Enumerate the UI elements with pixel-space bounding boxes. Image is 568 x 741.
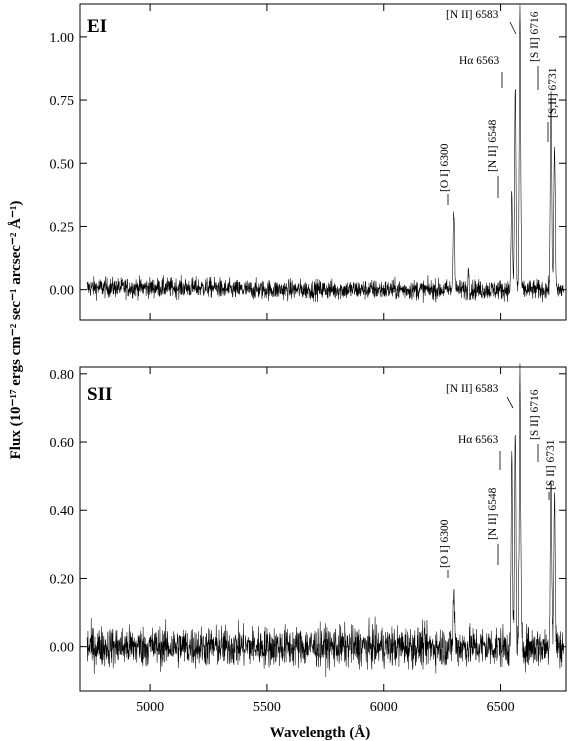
x-tick-label: 6000 xyxy=(370,700,398,715)
plot-frame xyxy=(79,3,567,321)
spectrum-series xyxy=(86,363,564,678)
y-tick-label: 0.00 xyxy=(50,284,75,299)
emission-line-label: [N II] 6583 xyxy=(446,9,499,21)
y-tick-label: 0.25 xyxy=(50,220,75,235)
y-tick-label: 0.20 xyxy=(50,572,75,587)
panel-title: SII xyxy=(87,384,112,405)
emission-line-label: [S II] 6731 xyxy=(545,439,557,490)
line-label-leader xyxy=(509,21,517,35)
x-tick-label: 6500 xyxy=(487,700,515,715)
y-tick-label: 0.80 xyxy=(50,368,75,383)
emission-line-label: [N II] 6548 xyxy=(487,487,499,540)
emission-line-label: [N II] 6583 xyxy=(446,383,499,395)
emission-line-label: [N II] 6548 xyxy=(487,119,499,172)
line-label-leader xyxy=(506,396,514,409)
emission-line-label: [S II] 6716 xyxy=(529,389,541,440)
x-axis-title: Wavelength (Å) xyxy=(270,725,370,741)
y-tick-label: 0.60 xyxy=(50,436,75,451)
x-tick-label: 5000 xyxy=(136,700,164,715)
emission-line-label: [S,II] 6731 xyxy=(547,67,559,118)
spectrum-series xyxy=(86,4,564,303)
y-tick-label: 0.75 xyxy=(50,94,75,109)
panel-ei: 0.00 0.25 0.50 0.75 1.00 EI [O I] 6300 [N II] 6… xyxy=(50,3,567,321)
y-axis-title: Flux (10⁻¹⁷ ergs cm⁻² sec⁻¹ arcsec⁻² Å⁻¹… xyxy=(8,201,24,460)
panel-sii: 0.00 0.20 0.40 0.60 0.80 5000 5500 6000 6500 SII [… xyxy=(50,363,567,715)
y-tick-label: 1.00 xyxy=(50,31,75,46)
plot-frame xyxy=(79,366,567,692)
x-tick-label: 5500 xyxy=(253,700,281,715)
y-tick-label: 0.50 xyxy=(50,157,75,172)
emission-line-label: Hα 6563 xyxy=(459,55,499,67)
emission-line-label: Hα 6563 xyxy=(458,434,498,446)
emission-line-label: [O I] 6300 xyxy=(439,143,451,192)
y-tick-label: 0.00 xyxy=(50,641,75,656)
emission-line-label: [S II] 6716 xyxy=(529,11,541,62)
panel-title: EI xyxy=(87,16,107,37)
emission-line-label: [O I] 6300 xyxy=(439,519,451,568)
y-tick-label: 0.40 xyxy=(50,504,75,519)
